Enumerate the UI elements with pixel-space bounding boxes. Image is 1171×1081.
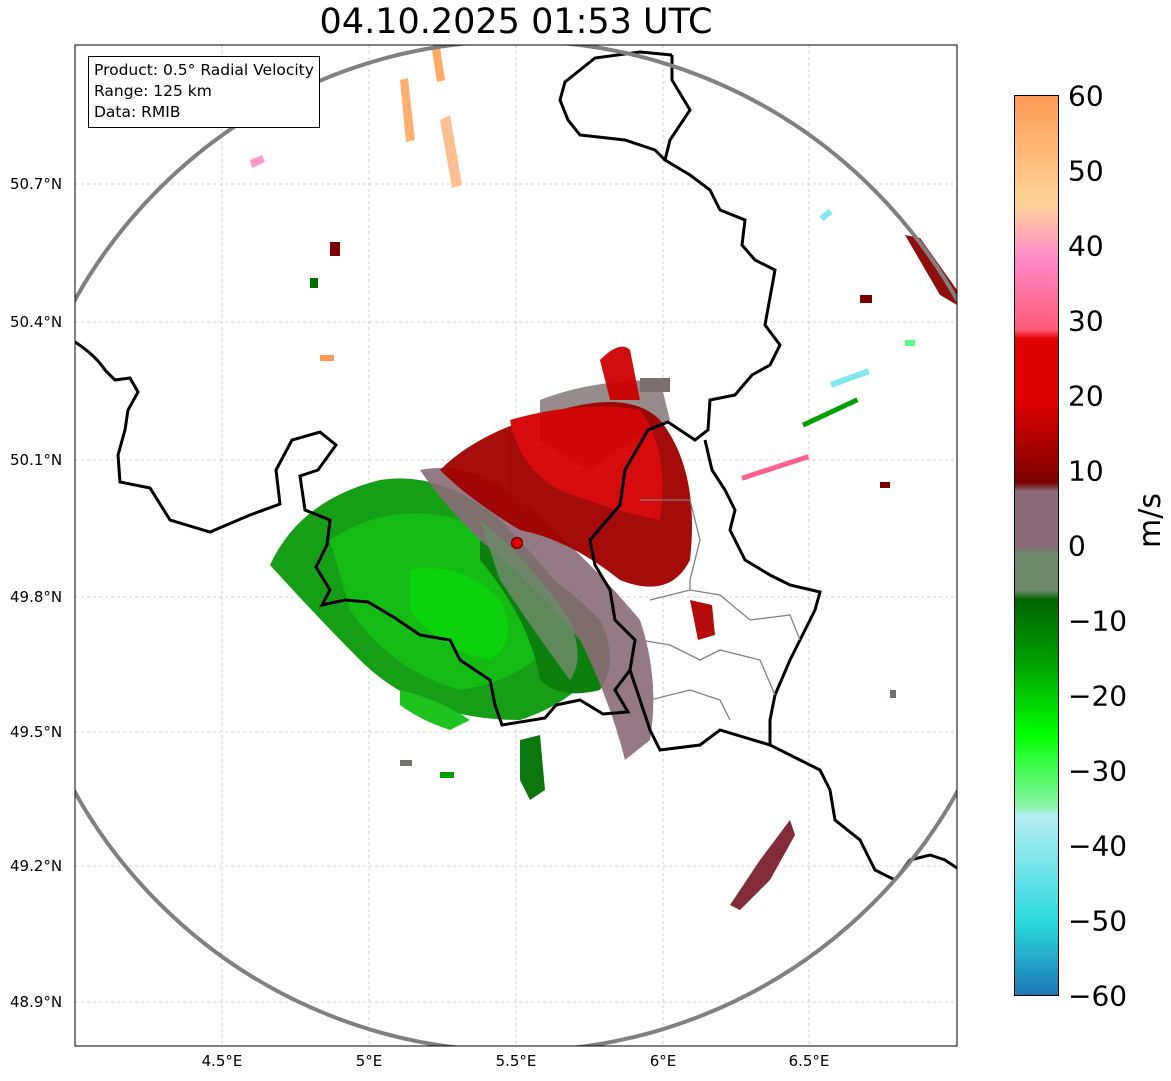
product-info-box: Product: 0.5° Radial Velocity Range: 125… bbox=[88, 56, 320, 128]
plot-frame bbox=[74, 44, 958, 1047]
lat-label: 48.9°N bbox=[10, 993, 63, 1011]
lon-label: 5.5°E bbox=[495, 1052, 537, 1070]
colorbar-tick-label: 20 bbox=[1068, 379, 1104, 413]
colorbar-unit-label: m/s bbox=[1133, 493, 1168, 548]
echo-scatter bbox=[250, 48, 915, 778]
colorbar-tick-label: −30 bbox=[1068, 754, 1128, 788]
lat-label: 50.4°N bbox=[10, 313, 63, 331]
lat-label: 49.5°N bbox=[10, 723, 63, 741]
colorbar-tick-label: 30 bbox=[1068, 304, 1104, 338]
colorbar-tick-label: −60 bbox=[1068, 979, 1128, 1013]
map-title: 04.10.2025 01:53 UTC bbox=[319, 2, 713, 42]
colorbar-tick-label: 60 bbox=[1068, 79, 1104, 113]
lon-label: 6°E bbox=[649, 1052, 677, 1070]
product-label: Product: 0.5° Radial Velocity bbox=[94, 61, 314, 79]
colorbar-tick-label: −40 bbox=[1068, 829, 1128, 863]
province-borders bbox=[639, 499, 801, 721]
lat-label: 50.7°N bbox=[10, 175, 63, 193]
source-label: Data: RMIB bbox=[94, 103, 181, 121]
lon-label: 6.5°E bbox=[788, 1052, 830, 1070]
country-borders bbox=[75, 50, 957, 882]
range-label: Range: 125 km bbox=[94, 82, 212, 100]
lat-label: 49.8°N bbox=[10, 588, 63, 606]
colorbar-tick-label: 40 bbox=[1068, 229, 1104, 263]
colorbar-tick-label: 10 bbox=[1068, 454, 1104, 488]
lon-label: 4.5°E bbox=[201, 1052, 243, 1070]
echo-outbound bbox=[440, 235, 957, 910]
lat-label: 49.2°N bbox=[10, 857, 63, 875]
lon-label: 5°E bbox=[355, 1052, 383, 1070]
radar-site-marker bbox=[510, 536, 524, 550]
lat-label: 50.1°N bbox=[10, 451, 63, 469]
colorbar-tick-label: 0 bbox=[1068, 529, 1086, 563]
colorbar-tick-label: 50 bbox=[1068, 154, 1104, 188]
colorbar-tick-label: −20 bbox=[1068, 679, 1128, 713]
colorbar-tick-label: −50 bbox=[1068, 904, 1128, 938]
colorbar bbox=[1014, 95, 1059, 996]
colorbar-tick-label: −10 bbox=[1068, 604, 1128, 638]
